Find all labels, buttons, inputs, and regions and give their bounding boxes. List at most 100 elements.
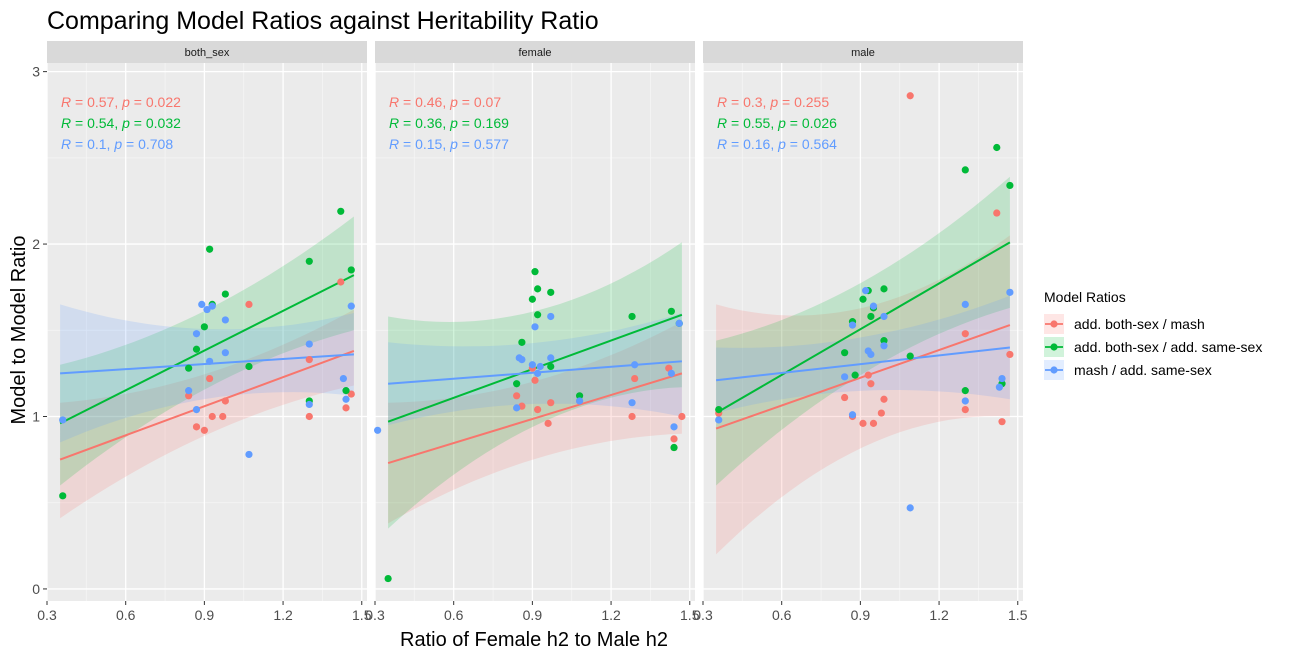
ci-band-mash_same [60, 304, 354, 443]
ci-band-same [388, 242, 682, 529]
point-mash_same [342, 395, 350, 403]
point-mash [342, 404, 350, 412]
point-mash_same [880, 312, 888, 321]
point-mash [347, 390, 355, 398]
point-mash [206, 374, 214, 383]
point-mash_same [221, 316, 229, 324]
point-mash [841, 393, 849, 402]
legend-title: Model Ratios [1044, 289, 1126, 305]
point-mash_same [575, 397, 584, 405]
point-mash [534, 405, 542, 414]
y-tick-label: 0 [32, 581, 40, 597]
point-same [342, 387, 350, 395]
point-mash [628, 412, 636, 421]
ci-band-mash [388, 321, 682, 524]
point-same [547, 362, 555, 371]
legend-entry-mash: add. both-sex / mash [1044, 314, 1205, 334]
point-mash_same [998, 374, 1006, 383]
legend-key-point [1050, 366, 1058, 374]
point-mash_same [848, 411, 857, 419]
point-mash [880, 395, 888, 403]
x-tick-label: 1.5 [680, 607, 700, 623]
point-mash_same [869, 302, 878, 310]
point-mash_same [961, 397, 969, 405]
ci-band-mash_same [716, 295, 1010, 413]
x-tick-label: 0.9 [195, 607, 215, 623]
point-mash [513, 392, 521, 400]
point-same [628, 312, 636, 321]
point-mash_same [675, 319, 683, 327]
stat-annotation-0: R = 0.3, p = 0.255 [717, 94, 829, 110]
stat-annotation-0: R = 0.46, p = 0.07 [389, 94, 501, 110]
point-mash_same [531, 323, 539, 331]
point-mash_same [862, 287, 870, 295]
point-mash [877, 409, 885, 417]
strip-background [703, 41, 1023, 63]
stat-annotation-2: R = 0.1, p = 0.708 [61, 136, 173, 152]
point-mash_same [628, 399, 636, 407]
legend: Model Ratios add. both-sex / mash add. bo… [1044, 289, 1262, 380]
point-mash [305, 355, 313, 364]
strip-background [375, 41, 695, 63]
point-mash_same [185, 387, 193, 395]
strip-label: male [851, 47, 875, 59]
legend-entry-mash_same: mash / add. same-sex [1044, 360, 1212, 380]
point-mash_same [1006, 288, 1014, 296]
point-same [841, 349, 849, 357]
point-mash_same [670, 423, 678, 431]
point-mash_same [631, 361, 639, 369]
y-tick-label: 3 [32, 64, 40, 80]
point-mash [219, 412, 227, 421]
point-mash [192, 423, 201, 431]
legend-label: add. both-sex / add. same-sex [1074, 339, 1262, 355]
point-mash [906, 92, 914, 100]
fit-line-mash_same [60, 353, 354, 375]
point-mash_same [208, 302, 216, 310]
point-mash_same [518, 355, 526, 364]
point-mash [337, 278, 345, 286]
point-mash_same [906, 504, 914, 512]
point-mash_same [347, 302, 355, 310]
point-mash [245, 300, 253, 309]
point-mash_same [305, 340, 313, 348]
y-tick-label: 1 [32, 408, 40, 424]
point-mash_same [961, 300, 969, 309]
point-same [961, 387, 969, 395]
x-tick-label: 1.2 [273, 607, 293, 623]
point-same [961, 166, 969, 174]
point-mash_same [221, 349, 229, 357]
point-mash_same [198, 300, 206, 309]
point-mash [185, 392, 193, 400]
point-mash [961, 330, 969, 338]
y-axis-label: Model to Model Ratio [8, 236, 30, 425]
fit-line-same [715, 241, 1011, 414]
point-mash_same [374, 426, 382, 434]
point-same [547, 288, 555, 296]
point-same [518, 338, 526, 346]
ci-band-mash [60, 309, 354, 519]
point-mash_same [245, 450, 253, 459]
stat-annotation-2: R = 0.16, p = 0.564 [717, 136, 837, 152]
point-mash_same [528, 361, 536, 369]
chart-title: Comparing Model Ratios against Heritabil… [47, 7, 599, 35]
point-mash_same [206, 357, 214, 365]
point-mash_same [547, 312, 555, 321]
point-same [200, 323, 208, 331]
fit-line-mash_same [716, 346, 1010, 382]
x-tick-label: 0.9 [851, 607, 871, 623]
plot-background [375, 63, 695, 601]
point-same [206, 245, 214, 253]
point-same [880, 337, 888, 345]
point-mash_same [848, 321, 857, 329]
point-mash_same [339, 374, 347, 383]
point-mash_same [534, 369, 542, 377]
point-mash_same [536, 362, 544, 371]
panels-layer: both_sex 0.3 0.6 0.9 1.2 1.5 0 1 2 3 R = 0.57, p =… [32, 41, 1028, 623]
point-mash [305, 412, 313, 421]
point-same [575, 392, 584, 400]
point-same [245, 362, 253, 371]
stat-annotation-0: R = 0.57, p = 0.022 [61, 94, 181, 110]
point-same [670, 443, 678, 452]
